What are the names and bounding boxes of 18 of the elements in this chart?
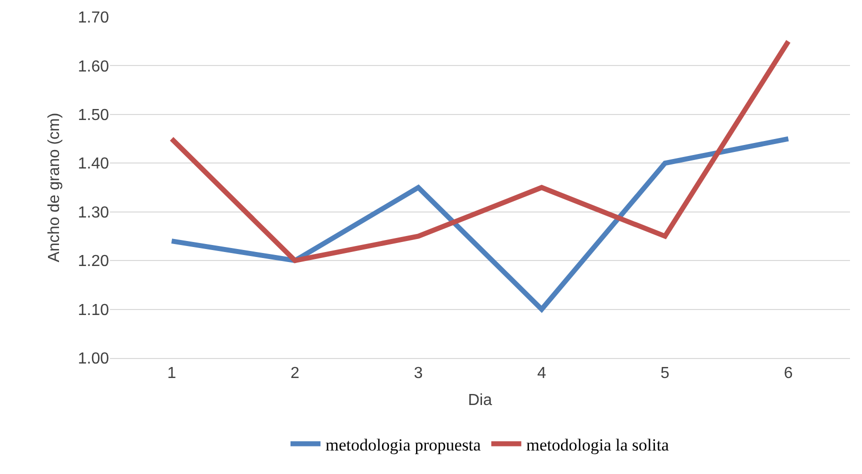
x-tick-label: 2 <box>290 365 300 382</box>
x-tick-label: 3 <box>414 365 423 382</box>
y-tick-label: 1.00 <box>78 350 110 368</box>
y-tick-label: 1.60 <box>78 58 110 76</box>
x-tick-label: 6 <box>784 365 793 382</box>
y-tick-label: 1.30 <box>78 204 110 222</box>
x-tick-label: 5 <box>660 365 670 382</box>
y-tick-label: 1.50 <box>78 107 110 124</box>
y-tick-label: 1.10 <box>78 302 110 319</box>
legend-label: metodologia la solita <box>526 435 670 454</box>
x-axis-title: Dia <box>468 392 492 409</box>
x-tick-label: 4 <box>537 365 546 382</box>
legend-label: metodologia propuesta <box>326 435 482 454</box>
y-tick-label: 1.20 <box>78 253 110 270</box>
y-tick-label: 1.70 <box>78 10 110 27</box>
y-axis-title: Ancho de grano (cm) <box>46 112 63 262</box>
x-tick-label: 1 <box>167 365 176 382</box>
y-tick-label: 1.40 <box>78 156 110 173</box>
